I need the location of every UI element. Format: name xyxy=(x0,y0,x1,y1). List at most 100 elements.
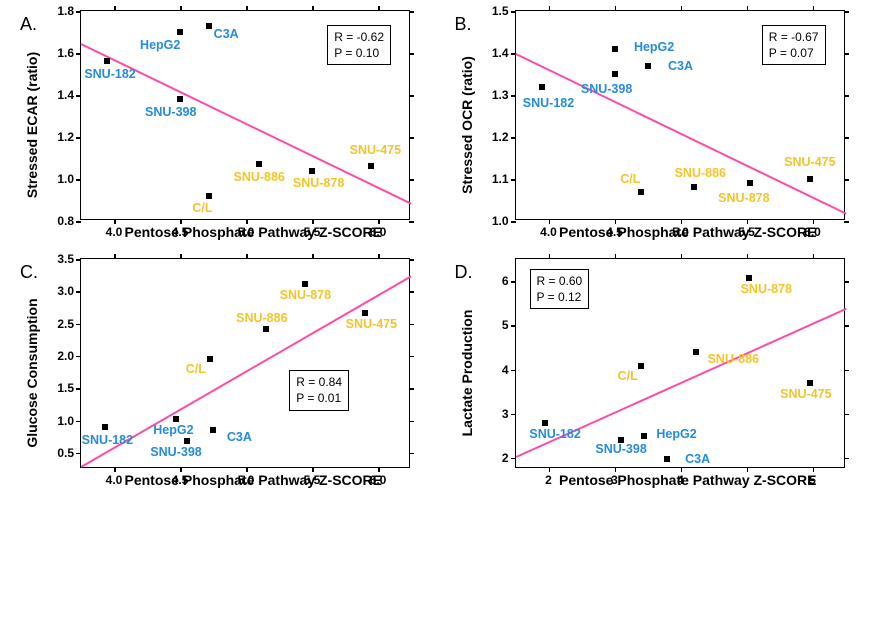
point-label: C/L xyxy=(186,362,206,376)
tick-x xyxy=(615,254,617,259)
point-label: SNU-182 xyxy=(84,67,135,81)
tick-y xyxy=(511,458,516,460)
stats-r: R = 0.84 xyxy=(296,374,342,390)
tick-y xyxy=(409,388,414,390)
y-axis-label: Stressed OCR (ratio) xyxy=(459,56,475,194)
tick-label-x: 6.0 xyxy=(370,473,387,487)
tick-label-x: 5.5 xyxy=(304,225,321,239)
tick-label-y: 1.8 xyxy=(57,4,74,18)
tick-y xyxy=(844,221,849,223)
tick-x xyxy=(378,6,380,11)
tick-y xyxy=(409,356,414,358)
data-point xyxy=(693,349,699,355)
data-point xyxy=(184,438,190,444)
tick-y xyxy=(409,179,414,181)
tick-x xyxy=(747,467,749,472)
tick-label-y: 2.0 xyxy=(57,349,74,363)
tick-label-x: 4.0 xyxy=(106,225,123,239)
point-label: HepG2 xyxy=(634,40,674,54)
data-point xyxy=(206,23,212,29)
tick-y xyxy=(76,388,81,390)
tick-x xyxy=(378,219,380,224)
data-point xyxy=(177,29,183,35)
tick-label-x: 2 xyxy=(545,473,552,487)
point-label: C3A xyxy=(214,27,239,41)
data-point xyxy=(807,380,813,386)
data-point xyxy=(263,326,269,332)
tick-label-y: 1.6 xyxy=(57,46,74,60)
data-point xyxy=(539,84,545,90)
tick-label-y: 1.0 xyxy=(492,214,509,228)
tick-label-x: 4.5 xyxy=(606,225,623,239)
tick-x xyxy=(378,467,380,472)
chart-wrap: Stressed ECAR (ratio)4.04.55.05.56.00.81… xyxy=(46,10,427,240)
stats-box: R = 0.60P = 0.12 xyxy=(530,269,590,309)
tick-label-y: 1.4 xyxy=(57,88,74,102)
tick-label-x: 5.5 xyxy=(738,225,755,239)
tick-y xyxy=(844,370,849,372)
y-axis-label: Glucose Consumption xyxy=(24,298,40,447)
data-point xyxy=(368,163,374,169)
tick-x xyxy=(246,6,248,11)
tick-label-x: 3 xyxy=(611,473,618,487)
point-label: SNU-398 xyxy=(145,105,196,119)
tick-y xyxy=(511,95,516,97)
tick-y xyxy=(409,324,414,326)
tick-x xyxy=(615,467,617,472)
tick-x xyxy=(747,219,749,224)
tick-label-y: 3.0 xyxy=(57,284,74,298)
data-point xyxy=(102,424,108,430)
point-label: C/L xyxy=(620,172,640,186)
tick-y xyxy=(844,281,849,283)
tick-y xyxy=(844,137,849,139)
tick-label-y: 2 xyxy=(502,451,509,465)
point-label: SNU-878 xyxy=(718,191,769,205)
point-label: SNU-886 xyxy=(675,166,726,180)
tick-y xyxy=(844,414,849,416)
point-label: C3A xyxy=(685,452,710,466)
data-point xyxy=(612,71,618,77)
tick-x xyxy=(114,6,116,11)
fit-line xyxy=(81,43,412,204)
panel-D: D. Lactate Production 234523456SNU-182HepG… xyxy=(455,258,862,488)
data-point xyxy=(747,180,753,186)
tick-y xyxy=(511,281,516,283)
tick-label-y: 3.5 xyxy=(57,252,74,266)
plot-area: 234523456SNU-182HepG2SNU-398C3AC/LSNU-88… xyxy=(515,258,845,468)
panel-label: D. xyxy=(455,258,481,283)
y-axis-label: Lactate Production xyxy=(459,310,475,437)
panel-label: B. xyxy=(455,10,481,35)
panel-B: B.Stressed OCR (ratio)4.04.55.05.56.01.0… xyxy=(455,10,862,240)
data-point xyxy=(612,46,618,52)
tick-y xyxy=(409,53,414,55)
point-label: C/L xyxy=(192,201,212,215)
tick-y xyxy=(844,95,849,97)
stats-p: P = 0.01 xyxy=(296,390,342,406)
tick-label-y: 5 xyxy=(502,318,509,332)
tick-y xyxy=(844,53,849,55)
tick-x xyxy=(549,6,551,11)
point-label: SNU-878 xyxy=(293,176,344,190)
tick-x xyxy=(681,6,683,11)
stats-r: R = 0.60 xyxy=(537,273,583,289)
tick-label-x: 4.0 xyxy=(106,473,123,487)
data-point xyxy=(638,363,644,369)
tick-x xyxy=(549,254,551,259)
panel-C: C.Glucose Consumption4.04.55.05.56.00.51… xyxy=(20,258,427,488)
data-point xyxy=(302,281,308,287)
stats-box: R = 0.84P = 0.01 xyxy=(289,370,349,410)
tick-y xyxy=(76,453,81,455)
tick-label-y: 1.4 xyxy=(492,46,509,60)
data-point xyxy=(691,184,697,190)
tick-y xyxy=(511,325,516,327)
tick-x xyxy=(378,254,380,259)
tick-label-y: 2.5 xyxy=(57,317,74,331)
panel-label: A. xyxy=(20,10,46,35)
point-label: HepG2 xyxy=(140,38,180,52)
tick-x xyxy=(246,219,248,224)
tick-y xyxy=(409,421,414,423)
tick-x xyxy=(615,219,617,224)
tick-y xyxy=(844,179,849,181)
data-point xyxy=(638,189,644,195)
data-point xyxy=(177,96,183,102)
